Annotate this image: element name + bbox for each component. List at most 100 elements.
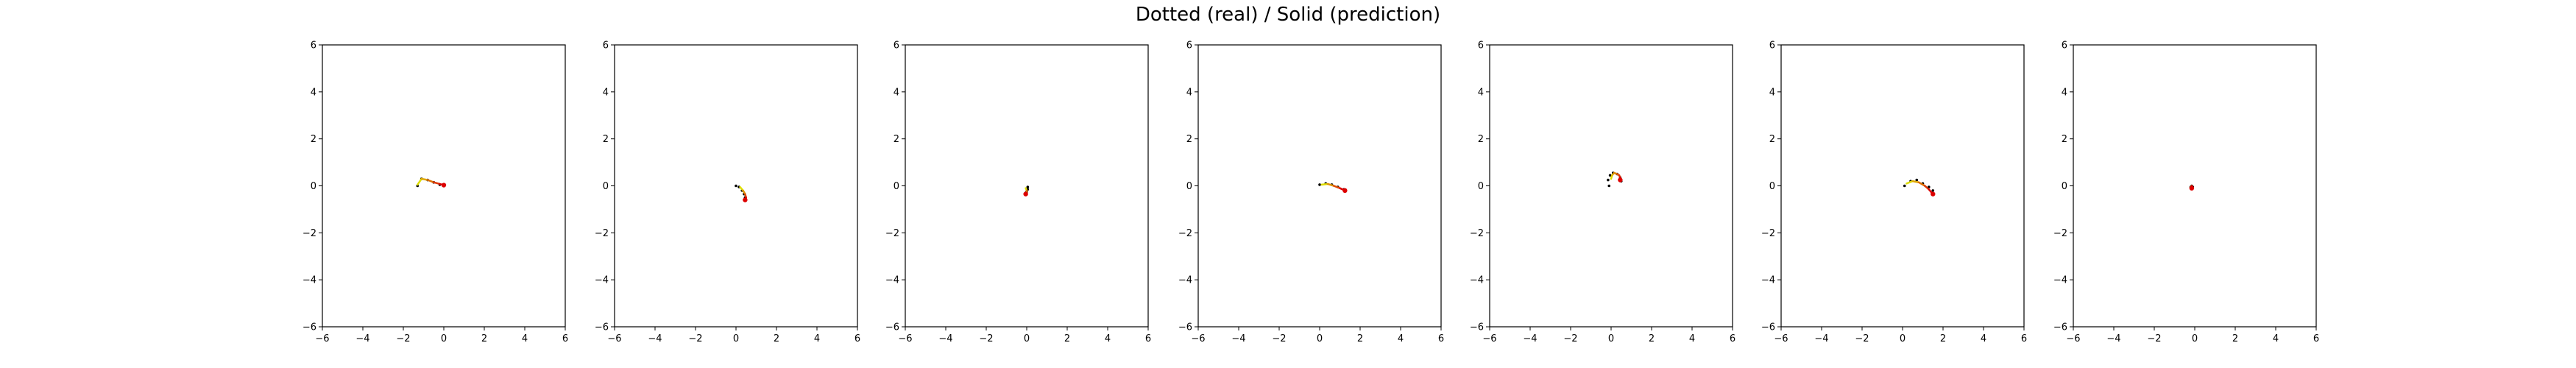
x-tick-label: −2	[396, 333, 410, 344]
x-tick-label: 2	[1649, 333, 1655, 344]
plot-frame	[905, 44, 1149, 328]
x-tick-label: 6	[854, 333, 860, 344]
prediction-segment	[433, 181, 441, 185]
x-tick-label: −4	[355, 333, 369, 344]
prediction-end-point	[1342, 188, 1348, 194]
y-tick-label: −4	[2053, 275, 2067, 286]
real-point	[1607, 184, 1611, 188]
y-tick-label: 6	[311, 40, 316, 52]
x-tick-label: 6	[1438, 333, 1444, 344]
prediction-end-point	[1618, 177, 1623, 183]
y-tick-label: 4	[603, 87, 609, 98]
x-tick-label: −4	[938, 333, 952, 344]
y-tick-label: −6	[1470, 322, 1484, 333]
y-tick-label: 6	[603, 40, 609, 52]
prediction-segment	[417, 177, 422, 186]
x-tick-label: −6	[898, 333, 912, 344]
real-point	[1026, 185, 1030, 188]
subplot-7: −6 −4 −2 0 2 4 6 −6 −4 −2 0 2 4 6	[2053, 40, 2319, 345]
real-point	[735, 184, 737, 188]
y-tick-label: 2	[2062, 134, 2067, 145]
subplot-3: −6 −4 −2 0 2 4 6 −6 −4 −2 0 2 4 6	[885, 40, 1151, 345]
x-tick-label: −2	[1272, 333, 1286, 344]
x-tick-label: 4	[814, 333, 820, 344]
y-tick-label: 2	[311, 134, 316, 145]
x-tick-label: −6	[2066, 333, 2080, 344]
y-tick-label: 4	[1769, 87, 1775, 98]
x-tick-label: 4	[2273, 333, 2279, 344]
real-point	[1318, 183, 1321, 186]
y-tick-label: −4	[1178, 275, 1192, 286]
y-tick-label: 4	[894, 87, 899, 98]
prediction-end-point	[1023, 191, 1028, 197]
x-tick-label: −2	[1563, 333, 1577, 344]
y-tick-label: 0	[1769, 181, 1775, 192]
y-tick-label: −4	[1761, 275, 1775, 286]
x-tick-label: −6	[315, 333, 329, 344]
y-tick-label: 2	[1769, 134, 1775, 145]
y-tick-label: −4	[885, 275, 899, 286]
prediction-end-point	[2189, 185, 2195, 191]
x-tick-label: 0	[1900, 333, 1906, 344]
prediction-segment	[1906, 180, 1914, 185]
y-tick-label: −2	[1761, 228, 1775, 239]
x-tick-label: 6	[2313, 333, 2319, 344]
panels: −6 −4 −2 0 2 4 6 −6 −4 −2 0 2 4 6 −6 −4 −2 0 2 4 6 −6 −4 −2 0 2 4 6…	[302, 40, 2319, 345]
y-tick-label: −2	[302, 228, 316, 239]
prediction-segment	[426, 179, 435, 183]
real-point	[1931, 189, 1935, 192]
x-tick-label: 0	[1608, 333, 1614, 344]
prediction-segment	[1326, 183, 1335, 187]
x-tick-label: −4	[1231, 333, 1245, 344]
y-tick-label: −6	[885, 322, 899, 333]
x-tick-label: 6	[1730, 333, 1735, 344]
x-tick-label: 2	[1940, 333, 1946, 344]
y-tick-label: −6	[1178, 322, 1192, 333]
x-tick-label: −6	[1191, 333, 1205, 344]
y-tick-label: −6	[302, 322, 316, 333]
plot-frame	[2073, 44, 2317, 328]
y-tick-label: 6	[1769, 40, 1775, 52]
y-tick-label: 0	[2062, 181, 2067, 192]
x-tick-label: −4	[2106, 333, 2120, 344]
x-tick-label: 2	[481, 333, 487, 344]
x-tick-label: −4	[1523, 333, 1537, 344]
y-tick-label: 2	[1478, 134, 1484, 145]
prediction-end-point	[441, 183, 447, 188]
x-tick-label: −4	[648, 333, 662, 344]
x-tick-label: 6	[562, 333, 568, 344]
y-tick-label: 0	[1478, 181, 1484, 192]
y-tick-label: −2	[1178, 228, 1192, 239]
x-tick-label: 4	[1398, 333, 1404, 344]
y-tick-label: 6	[1186, 40, 1192, 52]
x-tick-label: 2	[1064, 333, 1070, 344]
subplot-2: −6 −4 −2 0 2 4 6 −6 −4 −2 0 2 4 6	[595, 40, 860, 345]
prediction-segment	[1320, 183, 1329, 186]
prediction-segment	[1333, 185, 1341, 189]
real-point	[1607, 178, 1610, 182]
prediction-segment	[420, 177, 429, 181]
y-tick-label: 4	[2062, 87, 2067, 98]
y-tick-label: 0	[311, 181, 316, 192]
y-tick-label: 6	[894, 40, 899, 52]
x-tick-label: −2	[2147, 333, 2161, 344]
y-tick-label: −6	[1761, 322, 1775, 333]
real-point	[1903, 184, 1906, 188]
y-tick-label: −2	[1470, 228, 1484, 239]
x-tick-label: 2	[2232, 333, 2238, 344]
y-tick-label: −4	[302, 275, 316, 286]
real-point	[1915, 178, 1919, 182]
x-tick-label: −2	[979, 333, 993, 344]
y-tick-label: −4	[595, 275, 609, 286]
x-tick-label: 4	[1105, 333, 1111, 344]
x-tick-label: 2	[774, 333, 779, 344]
y-tick-label: 0	[603, 181, 609, 192]
x-tick-label: 0	[441, 333, 447, 344]
y-tick-label: 4	[1186, 87, 1192, 98]
real-point	[1608, 174, 1612, 177]
y-tick-label: −4	[1470, 275, 1484, 286]
y-tick-label: −2	[2053, 228, 2067, 239]
subplot-4: −6 −4 −2 0 2 4 6 −6 −4 −2 0 2 4 6	[1178, 40, 1444, 345]
figure-title: Dotted (real) / Solid (prediction)	[1136, 4, 1440, 26]
